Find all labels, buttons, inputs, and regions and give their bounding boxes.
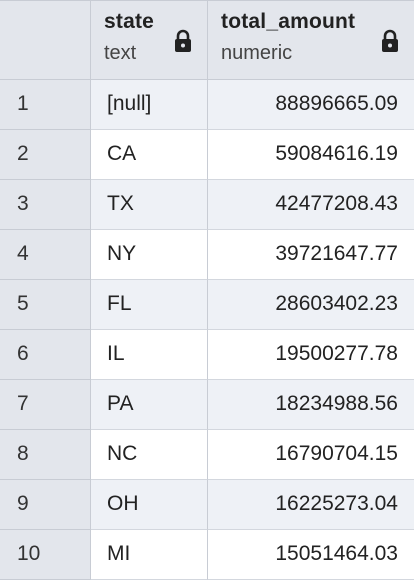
state-cell[interactable]: [null] xyxy=(91,80,208,130)
state-value: IL xyxy=(107,342,125,365)
state-cell[interactable]: IL xyxy=(91,330,208,380)
row-number: 10 xyxy=(17,542,41,565)
lock-icon xyxy=(175,29,191,52)
column-name: total_amount xyxy=(221,10,356,33)
row-number-cell[interactable]: 10 xyxy=(0,530,91,580)
row-number: 6 xyxy=(17,342,29,365)
column-type: text xyxy=(104,42,137,64)
total-amount-cell[interactable]: 19500277.78 xyxy=(208,330,414,380)
state-cell[interactable]: MI xyxy=(91,530,208,580)
row-number: 7 xyxy=(17,392,29,415)
total-amount-value: 16790704.15 xyxy=(275,442,398,465)
row-number: 2 xyxy=(17,142,29,165)
total-amount-value: 42477208.43 xyxy=(275,192,398,215)
column-type: numeric xyxy=(221,42,293,64)
total-amount-cell[interactable]: 39721647.77 xyxy=(208,230,414,280)
state-value: NY xyxy=(107,242,137,265)
table-row[interactable]: 1 [null] 88896665.09 xyxy=(0,80,414,130)
table-row[interactable]: 2 CA 59084616.19 xyxy=(0,130,414,180)
lock-icon xyxy=(382,29,398,52)
total-amount-cell[interactable]: 42477208.43 xyxy=(208,180,414,230)
total-amount-cell[interactable]: 28603402.23 xyxy=(208,280,414,330)
table-row[interactable]: 7 PA 18234988.56 xyxy=(0,380,414,430)
table-row[interactable]: 5 FL 28603402.23 xyxy=(0,280,414,330)
state-value: [null] xyxy=(107,92,152,115)
row-number: 5 xyxy=(17,292,29,315)
total-amount-value: 59084616.19 xyxy=(275,142,398,165)
total-amount-cell[interactable]: 16225273.04 xyxy=(208,480,414,530)
row-number-cell[interactable]: 7 xyxy=(0,380,91,430)
row-number: 3 xyxy=(17,192,29,215)
total-amount-value: 19500277.78 xyxy=(275,342,398,365)
column-header-state[interactable]: state text xyxy=(91,1,208,80)
state-cell[interactable]: OH xyxy=(91,480,208,530)
state-cell[interactable]: TX xyxy=(91,180,208,230)
row-number-cell[interactable]: 2 xyxy=(0,130,91,180)
state-cell[interactable]: FL xyxy=(91,280,208,330)
state-cell[interactable]: CA xyxy=(91,130,208,180)
row-number-cell[interactable]: 4 xyxy=(0,230,91,280)
state-value: FL xyxy=(107,292,132,315)
corner-cell[interactable] xyxy=(0,1,91,80)
state-value: CA xyxy=(107,142,137,165)
row-number-cell[interactable]: 9 xyxy=(0,480,91,530)
table-row[interactable]: 3 TX 42477208.43 xyxy=(0,180,414,230)
state-value: TX xyxy=(107,192,134,215)
row-number: 9 xyxy=(17,492,29,515)
total-amount-value: 28603402.23 xyxy=(275,292,398,315)
row-number: 4 xyxy=(17,242,29,265)
table-row[interactable]: 4 NY 39721647.77 xyxy=(0,230,414,280)
total-amount-cell[interactable]: 15051464.03 xyxy=(208,530,414,580)
state-value: NC xyxy=(107,442,138,465)
table-row[interactable]: 9 OH 16225273.04 xyxy=(0,480,414,530)
total-amount-value: 15051464.03 xyxy=(275,542,398,565)
table-row[interactable]: 6 IL 19500277.78 xyxy=(0,330,414,380)
total-amount-cell[interactable]: 16790704.15 xyxy=(208,430,414,480)
total-amount-cell[interactable]: 88896665.09 xyxy=(208,80,414,130)
row-number: 8 xyxy=(17,442,29,465)
row-number-cell[interactable]: 8 xyxy=(0,430,91,480)
total-amount-value: 18234988.56 xyxy=(275,392,398,415)
row-number-cell[interactable]: 3 xyxy=(0,180,91,230)
total-amount-value: 16225273.04 xyxy=(275,492,398,515)
column-name: state xyxy=(104,10,155,33)
row-number-cell[interactable]: 5 xyxy=(0,280,91,330)
row-number: 1 xyxy=(17,92,29,115)
table-row[interactable]: 10 MI 15051464.03 xyxy=(0,530,414,580)
state-value: PA xyxy=(107,392,134,415)
state-cell[interactable]: PA xyxy=(91,380,208,430)
row-number-cell[interactable]: 6 xyxy=(0,330,91,380)
total-amount-value: 39721647.77 xyxy=(275,242,398,265)
state-value: MI xyxy=(107,542,131,565)
state-value: OH xyxy=(107,492,139,515)
state-cell[interactable]: NY xyxy=(91,230,208,280)
total-amount-cell[interactable]: 18234988.56 xyxy=(208,380,414,430)
table-row[interactable]: 8 NC 16790704.15 xyxy=(0,430,414,480)
total-amount-value: 88896665.09 xyxy=(275,92,398,115)
column-header-total-amount[interactable]: total_amount numeric xyxy=(208,1,414,80)
row-number-cell[interactable]: 1 xyxy=(0,80,91,130)
header-row: state text total_amount numeric xyxy=(0,1,414,80)
state-cell[interactable]: NC xyxy=(91,430,208,480)
total-amount-cell[interactable]: 59084616.19 xyxy=(208,130,414,180)
